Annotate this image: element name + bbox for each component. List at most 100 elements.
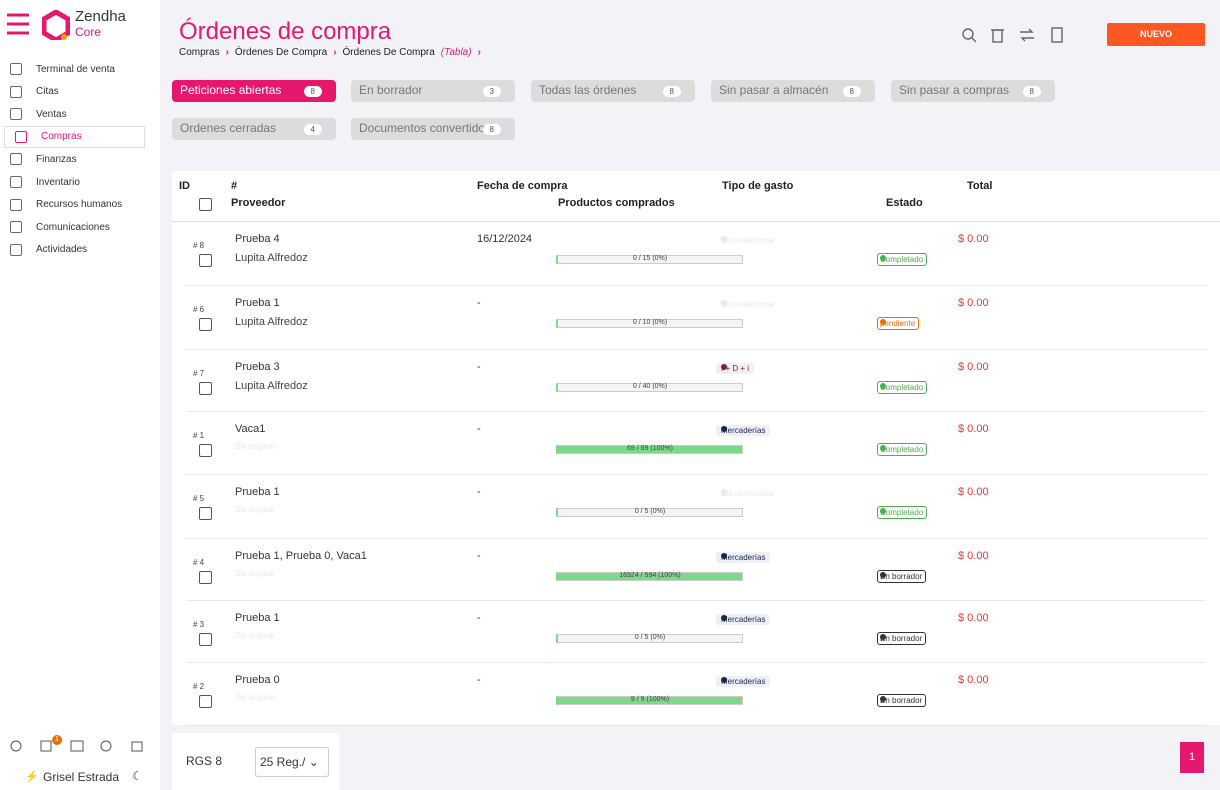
filter-tab[interactable]: Ordenes cerradas4 [172,118,336,140]
expense-tag: Mercaderías [716,552,770,563]
expense-tag: Sin seleccionar [716,299,780,310]
order-row[interactable]: # 3Prueba 1Sin asignar-Mercaderías0 / 5 … [187,601,1205,663]
expense-dot [721,677,727,683]
expense-tag: Sin seleccionar [716,488,780,499]
per-page-select[interactable]: 25 Reg./ ⌄ [255,747,329,777]
nav-icon [15,131,27,143]
order-total: $ 0.00 [958,297,989,309]
footer-panel: RGS 8 25 Reg./ ⌄ [172,733,339,790]
status-label: Completado [880,508,923,517]
expense-dot [721,364,727,370]
nav-item[interactable]: Ventas [10,103,67,125]
nav-item[interactable]: Terminal de venta [10,58,115,80]
purchase-date: 16/12/2024 [477,233,532,245]
row-checkbox[interactable] [199,695,212,708]
page-title: Órdenes de compra [179,18,391,46]
logo [42,10,70,40]
nav-icon [10,199,22,211]
select-all[interactable] [199,198,212,211]
breadcrumb-item[interactable]: Compras [179,47,220,58]
menu-icon[interactable] [7,12,31,36]
expense-label: Mercaderías [721,426,765,435]
order-row[interactable]: # 1Vaca1Sin asignar-Mercaderías69 / 69 (… [187,412,1205,475]
breadcrumb-item[interactable]: Órdenes De Compra [235,47,327,58]
order-row[interactable]: # 4Prueba 1, Prueba 0, Vaca1Sin asignar-… [187,539,1205,601]
order-id: # 7 [193,369,204,378]
expense-label: Sin seleccionar [721,236,775,245]
nav-label: Citas [36,86,59,97]
expense-tag: I + D + i [716,363,754,374]
column-header: Tipo de gasto [722,180,793,192]
filter-tab[interactable]: En borrador3 [351,80,515,102]
progress-bar: 0 / 15 (0%) [556,255,743,264]
row-checkbox[interactable] [199,507,212,520]
status-badge: Completado [877,253,927,266]
tab-count: 4 [304,124,322,135]
nav-item[interactable]: Actividades [10,239,87,261]
user-name[interactable]: Grisel Estrada [43,770,119,784]
supplier: Lupita Alfredoz [235,316,308,328]
notification-badge: 1 [52,735,62,745]
nav-icon [10,221,22,233]
page-button[interactable]: 1 [1180,742,1204,773]
order-row[interactable]: # 2Prueba 0Sin asignar-Mercaderías9 / 9 … [187,663,1205,726]
order-row[interactable]: # 5Prueba 1Sin asignar-Sin seleccionar0 … [187,475,1205,539]
record-count: RGS 8 [186,754,222,768]
row-checkbox[interactable] [199,571,212,584]
status-dot [880,319,886,325]
nav-icon [10,153,22,165]
brand-sub: Core [75,25,101,39]
theme-toggle[interactable]: ☾ [132,769,143,783]
brand-name: Zendha [75,8,126,25]
progress-bar: 0 / 10 (0%) [556,319,743,328]
status-label: En borrador [880,696,922,705]
nav-item[interactable]: Citas [10,81,59,103]
supplier: Lupita Alfredoz [235,380,308,392]
breadcrumb-sep: › [226,47,229,58]
status-dot [880,696,886,702]
nav-item[interactable]: Inventario [10,171,80,193]
row-checkbox[interactable] [199,382,212,395]
expense-dot [721,615,727,621]
expense-tag: Mercaderías [716,676,770,687]
order-id: # 3 [193,620,204,629]
column-header: Fecha de compra [477,180,567,192]
progress-label: 0 / 15 (0%) [558,255,742,262]
order-row[interactable]: # 7Prueba 3Lupita Alfredoz-I + D + i0 / … [187,350,1205,412]
order-name: Prueba 0 [235,674,280,686]
tab-label: Sin pasar a almacén [719,83,828,97]
order-id: # 2 [193,682,204,691]
order-name: Prueba 1 [235,486,280,498]
nav-item[interactable]: Comunicaciones [10,216,110,238]
nav-label: Actividades [36,244,87,255]
order-row[interactable]: # 6Prueba 1Lupita Alfredoz-Sin seleccion… [187,286,1205,350]
filter-tab[interactable]: Sin pasar a compras8 [891,80,1055,102]
filter-tab[interactable]: Documentos convertidos8 [351,118,515,140]
row-checkbox[interactable] [199,254,212,267]
filter-tab[interactable]: Todas las órdenes8 [531,80,695,102]
status-label: Completado [880,383,923,392]
order-name: Vaca1 [235,423,265,435]
row-checkbox[interactable] [199,318,212,331]
row-checkbox[interactable] [199,633,212,646]
tab-count: 8 [483,124,501,135]
expense-label: Mercaderías [721,553,765,562]
column-header: Productos comprados [558,197,675,209]
nav-item[interactable]: Recursos humanos [10,194,122,216]
nav-item[interactable]: Finanzas [10,148,77,170]
nav-item[interactable]: Compras [4,126,145,148]
nav-label: Compras [41,131,82,142]
toolbar-icons[interactable] [960,26,1066,44]
column-header: Estado [886,197,923,209]
status-label: En borrador [880,572,922,581]
order-row[interactable]: # 8Prueba 4Lupita Alfredoz16/12/2024Sin … [187,222,1205,286]
progress-bar: 16924 / 594 (100%) [556,572,743,581]
new-button[interactable]: NUEVO [1107,23,1205,46]
row-checkbox[interactable] [199,444,212,457]
expense-label: Sin seleccionar [721,300,775,309]
status-badge: En borrador [877,694,926,707]
filter-tab[interactable]: Sin pasar a almacén8 [711,80,875,102]
filter-tab[interactable]: Peticiones abiertas8 [172,80,336,102]
breadcrumb-item[interactable]: Órdenes De Compra [343,47,435,58]
